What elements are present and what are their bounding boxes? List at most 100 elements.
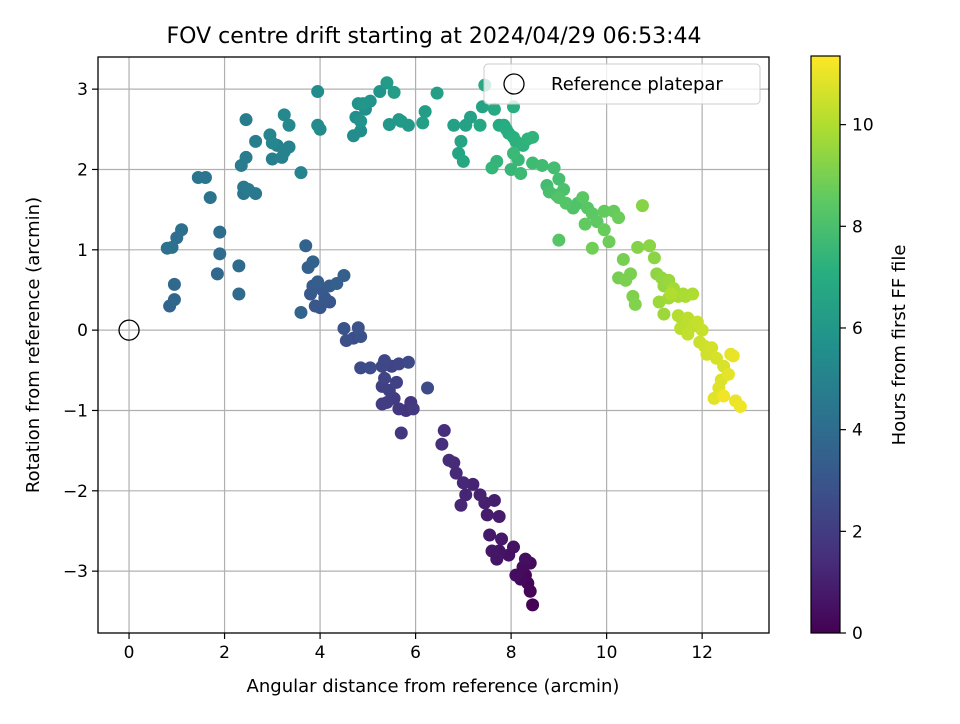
data-point: [664, 287, 678, 301]
data-point: [213, 225, 227, 239]
data-point: [616, 252, 630, 266]
y-axis-label: Rotation from reference (arcmin): [23, 197, 44, 493]
data-point: [635, 199, 649, 213]
data-point: [167, 277, 181, 291]
legend-marker-circle: [503, 73, 525, 95]
x-axis-label: Angular distance from reference (arcmin): [247, 676, 620, 697]
data-point: [277, 145, 291, 159]
data-point: [249, 134, 263, 148]
data-point: [294, 305, 308, 319]
data-point: [241, 183, 255, 197]
y-tick-label: −2: [63, 482, 88, 502]
data-point: [552, 233, 566, 247]
y-axis-ticks: −3 −2 −1 0 1 2 3: [63, 80, 98, 582]
data-point: [239, 150, 253, 164]
data-point: [375, 397, 389, 411]
data-point: [351, 321, 365, 335]
data-point: [337, 269, 351, 283]
data-point: [165, 240, 179, 254]
data-point: [495, 532, 509, 546]
data-point: [454, 498, 468, 512]
data-point: [643, 239, 657, 253]
data-point: [576, 191, 590, 205]
x-tick-label: 10: [596, 643, 618, 663]
data-point: [585, 241, 599, 255]
data-point: [354, 124, 368, 138]
data-point: [597, 204, 611, 218]
data-point: [459, 488, 473, 502]
data-point: [380, 76, 394, 90]
data-point: [473, 488, 487, 502]
data-point: [487, 102, 501, 116]
data-point: [435, 437, 449, 451]
data-point: [392, 402, 406, 416]
data-point: [167, 293, 181, 307]
data-point: [430, 86, 444, 100]
reference-marker: [118, 319, 140, 341]
data-point: [175, 223, 189, 237]
data-point: [526, 130, 540, 144]
data-point: [198, 171, 212, 185]
data-point: [265, 152, 279, 166]
data-point: [492, 510, 506, 524]
y-tick-label: 2: [77, 160, 88, 180]
data-point: [447, 118, 461, 132]
colorbar-tick-label: 0: [852, 624, 863, 644]
data-point: [454, 134, 468, 148]
colorbar-tick-label: 4: [852, 421, 863, 441]
colorbar-ticks: 0 2 4 6 8 10: [840, 116, 874, 644]
data-point: [354, 361, 368, 375]
data-point: [406, 402, 420, 416]
data-point: [726, 349, 740, 363]
data-point: [466, 477, 480, 491]
legend: Reference platepar: [483, 63, 761, 105]
y-tick-label: 1: [77, 241, 88, 261]
data-point: [483, 528, 497, 542]
data-point: [282, 118, 296, 132]
data-point: [514, 166, 528, 180]
data-point: [631, 240, 645, 254]
data-point: [473, 118, 487, 132]
data-point: [578, 217, 592, 231]
data-point: [378, 354, 392, 368]
data-point: [313, 122, 327, 136]
data-point: [311, 275, 325, 289]
data-point: [378, 371, 392, 385]
data-point: [339, 334, 353, 348]
data-point: [518, 552, 532, 566]
data-point: [232, 259, 246, 273]
data-point: [387, 85, 401, 99]
colorbar-gradient: [810, 55, 841, 634]
colorbar-tick-label: 10: [852, 116, 874, 136]
data-point: [311, 85, 325, 99]
data-point: [306, 255, 320, 269]
data-point: [597, 223, 611, 237]
data-point: [299, 239, 313, 253]
data-point: [485, 161, 499, 175]
data-point: [363, 361, 377, 375]
data-point: [464, 110, 478, 124]
data-point: [203, 191, 217, 205]
data-points: [160, 76, 747, 612]
data-point: [389, 375, 403, 389]
data-point: [213, 247, 227, 261]
data-point: [394, 426, 408, 440]
data-point: [612, 211, 626, 225]
data-point: [354, 114, 368, 128]
data-point: [437, 424, 451, 438]
x-tick-label: 2: [219, 643, 230, 663]
data-point: [717, 389, 731, 403]
x-axis-ticks: 0 2 4 6 8 10 12: [124, 633, 713, 663]
data-point: [456, 154, 470, 168]
data-point: [394, 114, 408, 128]
reference-platepar-point: [118, 319, 140, 341]
data-point: [308, 299, 322, 313]
data-point: [416, 116, 430, 130]
data-point: [619, 273, 633, 287]
data-point: [449, 466, 463, 480]
y-tick-label: −3: [63, 562, 88, 582]
data-point: [485, 544, 499, 558]
data-point: [559, 196, 573, 210]
